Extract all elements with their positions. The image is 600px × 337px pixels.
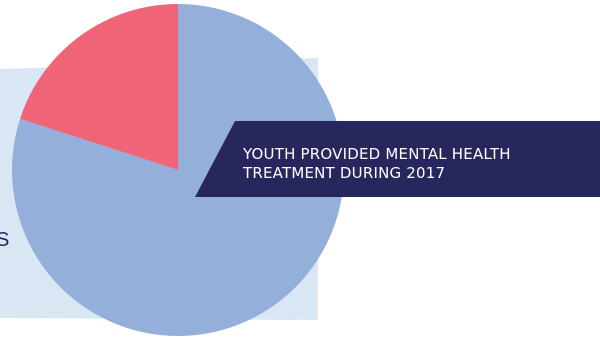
title-banner [195,121,600,197]
pie-slice-1 [11,4,344,336]
pie-slice-2 [20,4,179,170]
title-banner-shape [195,121,600,197]
pie-slices [11,4,344,336]
chart-title: YOUTH PROVIDED MENTAL HEALTH TREATMENT D… [243,145,511,182]
left-text-fragment: S [0,229,10,251]
